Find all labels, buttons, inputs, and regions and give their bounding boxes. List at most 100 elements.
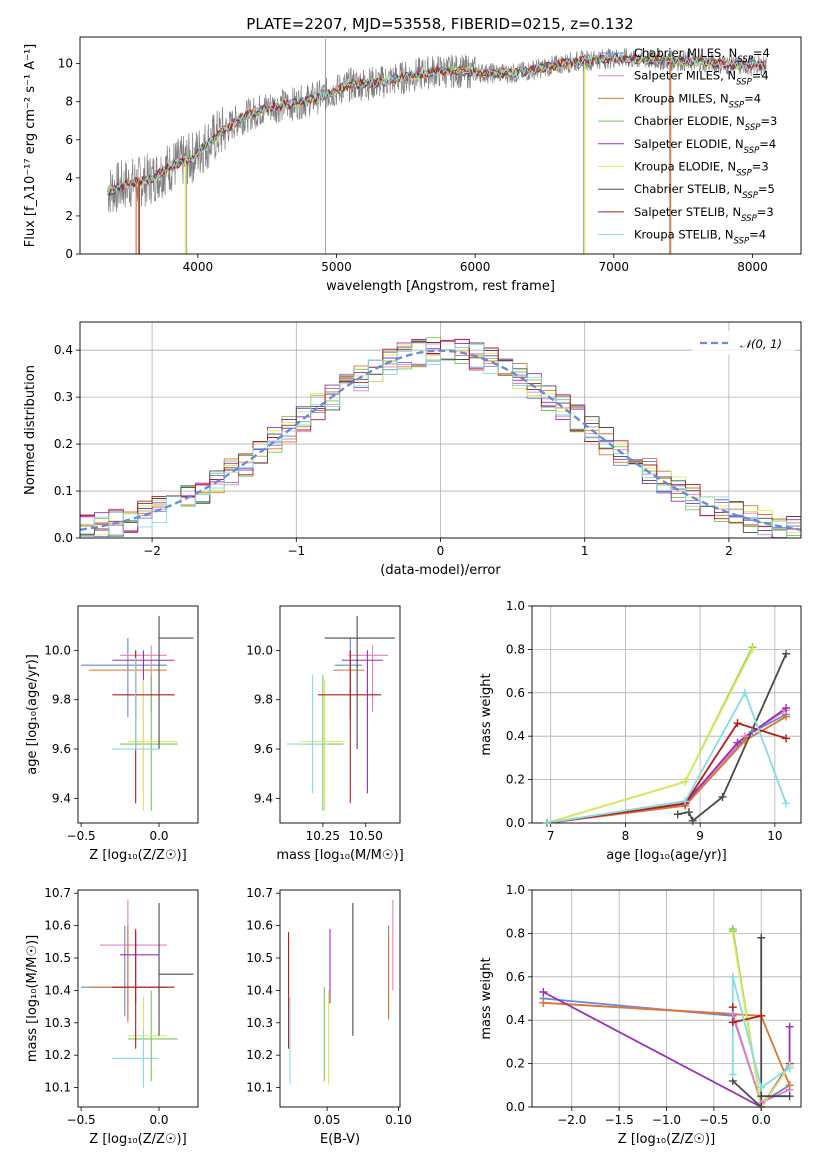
model-fit-line xyxy=(107,53,766,196)
y-tick-label: 9.4 xyxy=(52,791,71,805)
axes-frame xyxy=(79,36,802,255)
plot-area xyxy=(81,615,194,811)
weight-point-marker xyxy=(757,1103,766,1111)
weight-series-line xyxy=(732,937,790,1107)
weight-series-line xyxy=(546,690,787,823)
weight-point-marker xyxy=(782,703,791,712)
weight-point-marker xyxy=(782,799,791,808)
weight-Z-panel: −2.0 −1.5 −1.0 −0.5 0.0 0.0 0.2 0.4 0.6 0.8 1.0 Z [… xyxy=(479,883,802,1147)
x-axis-label: wavelength [Angstrom, rest frame] xyxy=(326,279,555,294)
y-axis-label: Flux [f_λ10⁻¹⁷ erg cm⁻² s⁻¹ A⁻¹] xyxy=(23,44,38,248)
weight-point-marker xyxy=(728,1003,737,1012)
y-tick-label: 0.6 xyxy=(506,970,525,984)
weight-point-marker xyxy=(733,738,742,747)
plot-area xyxy=(546,646,787,823)
weight-point-marker xyxy=(740,736,749,745)
x-tick-label: 10.25 xyxy=(306,829,340,843)
x-tick-label: 10 xyxy=(767,829,782,843)
y-tick-label: 9.8 xyxy=(52,693,71,707)
weight-point-marker xyxy=(748,727,757,736)
axes-frame xyxy=(77,889,199,1108)
x-tick-label: −1 xyxy=(287,544,305,558)
y-tick-label: 10.6 xyxy=(44,919,71,933)
y-axis-label: mass [log₁₀(M/M☉)] xyxy=(25,935,40,1062)
x-tick-label: −0.5 xyxy=(67,1113,96,1127)
y-tick-label: 0.0 xyxy=(54,531,73,545)
y-tick-label: 0.1 xyxy=(54,484,73,498)
x-tick-label: −1.5 xyxy=(605,1113,634,1127)
histogram-step-line xyxy=(80,338,801,538)
y-tick-label: 1.0 xyxy=(506,599,525,613)
weight-point-marker xyxy=(782,734,791,743)
y-tick-label: 10.1 xyxy=(246,1081,273,1095)
legend-entry: Salpeter MILES, NSSP=4 xyxy=(634,69,769,88)
x-tick-label: 4000 xyxy=(183,260,214,274)
x-tick-label: 8 xyxy=(622,829,630,843)
x-tick-label: 0.0 xyxy=(149,1113,168,1127)
plot-area xyxy=(80,337,801,538)
weight-point-marker xyxy=(718,792,727,801)
weight-point-marker xyxy=(757,933,766,942)
x-axis-label: Z [log₁₀(Z/Z☉)] xyxy=(89,848,186,863)
y-tick-label: 4 xyxy=(65,171,73,185)
legend-entry: Kroupa ELODIE, NSSP=3 xyxy=(634,160,769,179)
y-tick-label: 8 xyxy=(65,95,73,109)
weight-point-marker xyxy=(740,688,749,697)
y-tick-label: 10.2 xyxy=(246,1048,273,1062)
y-tick-label: 0.0 xyxy=(506,1100,525,1114)
weight-point-marker xyxy=(785,1092,794,1101)
weight-point-marker xyxy=(539,987,548,996)
x-tick-label: −0.5 xyxy=(67,829,96,843)
y-tick-label: 0.3 xyxy=(54,390,73,404)
weight-point-marker xyxy=(785,1022,794,1031)
weight-point-marker xyxy=(757,1092,766,1101)
y-tick-label: 0.4 xyxy=(54,343,73,357)
weight-series-line xyxy=(546,722,787,823)
weight-point-marker xyxy=(757,1011,766,1020)
legend-entry: Salpeter STELIB, NSSP=3 xyxy=(634,205,774,224)
x-tick-label: −0.5 xyxy=(699,1113,728,1127)
x-axis-label: Z [log₁₀(Z/Z☉)] xyxy=(89,1132,186,1147)
mass-Z-panel: −0.5 0.0 10.1 10.2 10.3 10.4 10.5 10.6 10.7 Z [lo… xyxy=(25,886,199,1147)
y-tick-label: 9.4 xyxy=(254,791,273,805)
y-tick-label: 10.3 xyxy=(246,1016,273,1030)
y-tick-label: 9.6 xyxy=(52,742,71,756)
x-tick-label: 6000 xyxy=(460,260,491,274)
y-tick-label: 10.7 xyxy=(246,886,273,900)
x-tick-label: 5000 xyxy=(321,260,352,274)
axes-frame xyxy=(531,605,802,824)
x-tick-label: 7 xyxy=(547,829,555,843)
x-axis-label: age [log₁₀(age/yr)] xyxy=(606,848,727,863)
legend-entry: Chabrier ELODIE, NSSP=3 xyxy=(634,114,777,133)
weight-point-marker xyxy=(681,797,690,806)
y-tick-label: 0.8 xyxy=(506,926,525,940)
y-tick-label: 0.4 xyxy=(506,729,525,743)
y-axis-label: Normed distribution xyxy=(23,365,38,495)
weight-point-marker xyxy=(748,645,757,654)
weight-point-marker xyxy=(728,972,737,981)
y-axis-label: mass weight xyxy=(479,957,494,1039)
weight-point-marker xyxy=(782,649,791,658)
weight-point-marker xyxy=(757,1083,766,1092)
x-tick-label: 0.0 xyxy=(149,829,168,843)
weight-series-line xyxy=(731,933,791,1107)
y-axis-label: mass weight xyxy=(479,673,494,755)
y-tick-label: 10.7 xyxy=(44,886,71,900)
weight-point-marker xyxy=(688,816,697,825)
spectrum-legend: Chabrier MILES, NSSP=4 Salpeter MILES, NS… xyxy=(598,46,777,247)
y-tick-label: 10.6 xyxy=(246,919,273,933)
age-mass-panel: 10.25 10.50 9.4 9.6 9.8 10.0 mass [log₁₀(M/M☉)… xyxy=(246,605,404,863)
grid-layer xyxy=(532,605,801,824)
y-tick-label: 10.3 xyxy=(44,1016,71,1030)
y-tick-label: 10.1 xyxy=(44,1081,71,1095)
x-tick-label: 0 xyxy=(437,544,445,558)
y-tick-label: 9.6 xyxy=(254,742,273,756)
y-tick-label: 10.5 xyxy=(246,951,273,965)
axes-frame xyxy=(279,889,401,1108)
y-tick-label: 0.6 xyxy=(506,686,525,700)
x-axis-label: E(B-V) xyxy=(320,1132,360,1147)
x-tick-label: 0.10 xyxy=(385,1113,412,1127)
legend-entry: Chabrier MILES, NSSP=4 xyxy=(634,46,770,65)
axes-frame xyxy=(279,605,401,824)
y-tick-label: 0.2 xyxy=(54,437,73,451)
